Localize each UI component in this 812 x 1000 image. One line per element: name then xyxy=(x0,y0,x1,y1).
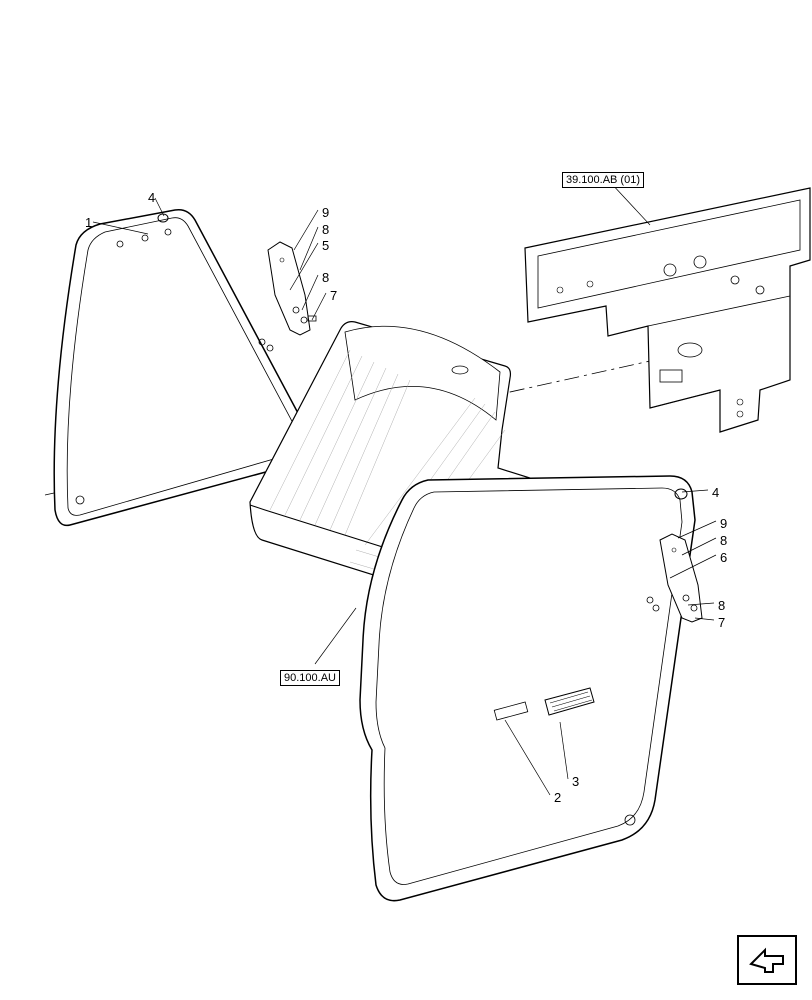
nav-arrow-icon[interactable] xyxy=(737,935,797,985)
callout-3: 3 xyxy=(572,774,579,789)
callout-7b: 7 xyxy=(718,615,725,630)
right-panel xyxy=(360,476,695,901)
callout-8d: 8 xyxy=(718,598,725,613)
callout-1: 1 xyxy=(85,215,92,230)
callout-8c: 8 xyxy=(720,533,727,548)
chassis-frame xyxy=(525,188,810,432)
left-bracket xyxy=(259,242,316,351)
callout-6: 6 xyxy=(720,550,727,565)
callout-7a: 7 xyxy=(330,288,337,303)
parts-diagram xyxy=(0,0,812,1000)
callout-8b: 8 xyxy=(322,270,329,285)
callout-5: 5 xyxy=(322,238,329,253)
callout-4b: 4 xyxy=(712,485,719,500)
section-ref-90-100-au: 90.100.AU xyxy=(280,670,340,686)
callout-2: 2 xyxy=(554,790,561,805)
callout-9b: 9 xyxy=(720,516,727,531)
callout-4a: 4 xyxy=(148,190,155,205)
section-ref-39-100-ab: 39.100.AB (01) xyxy=(562,172,644,188)
callout-8a: 8 xyxy=(322,222,329,237)
callout-9a: 9 xyxy=(322,205,329,220)
